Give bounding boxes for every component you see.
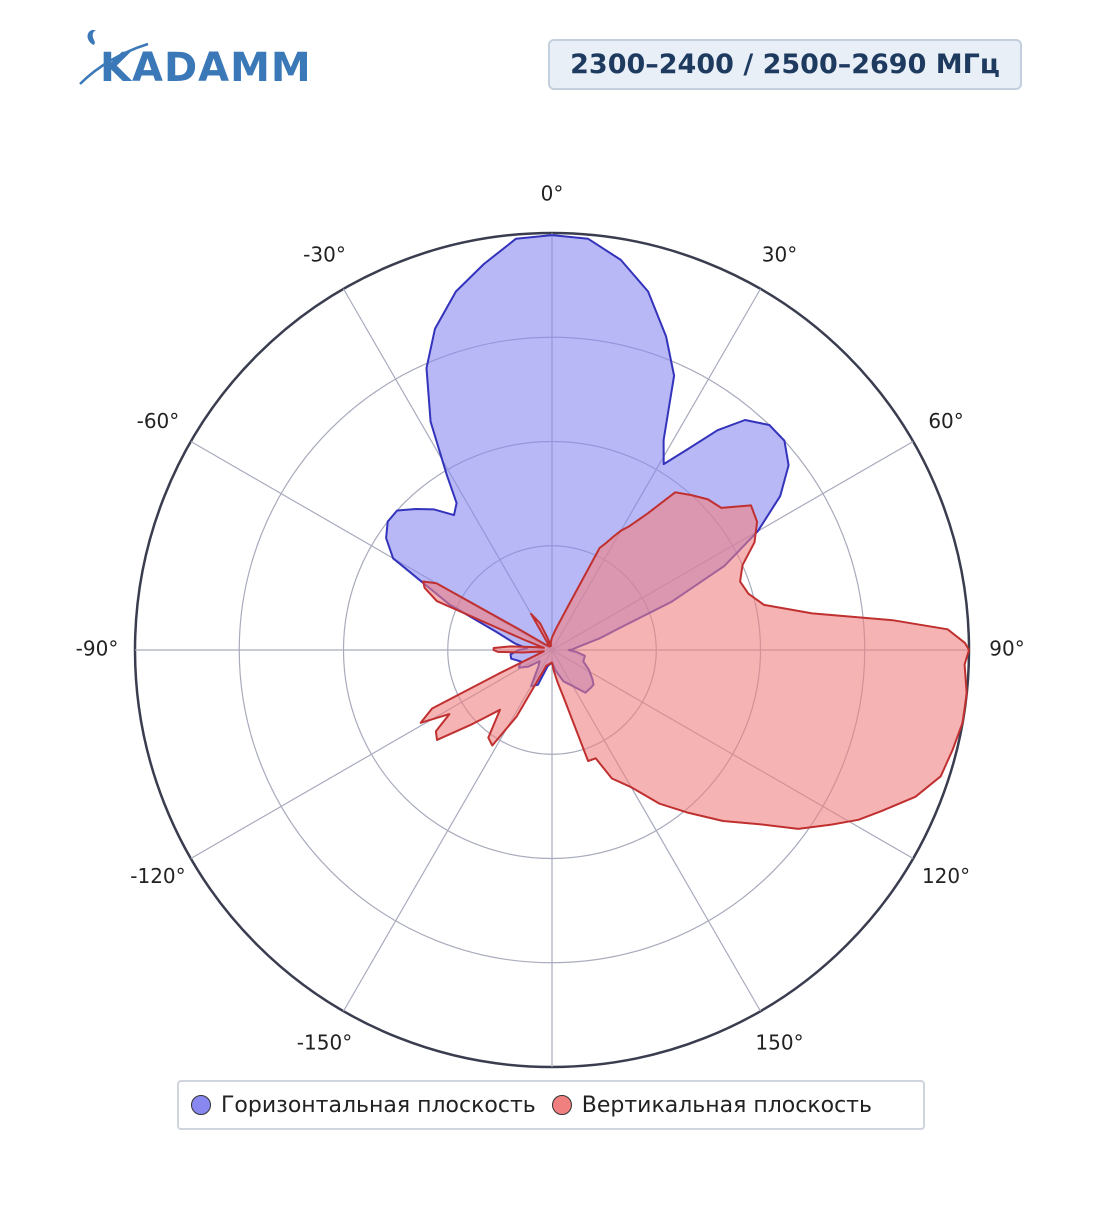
legend-item-horizontal[interactable]: Горизонтальная плоскость <box>191 1093 536 1118</box>
legend-item-vertical[interactable]: Вертикальная плоскость <box>551 1092 872 1118</box>
angular-tick-label: 0° <box>541 182 564 206</box>
legend-label-horizontal: Горизонтальная плоскость <box>221 1092 536 1118</box>
angular-tick-label: -120° <box>130 864 185 888</box>
polar-series <box>385 234 970 830</box>
angular-tick-labels: 0° 30° 60° 90° 120° 150° -30° -60° -90° -120° -150… <box>76 182 1025 1055</box>
series-vertical-plane <box>419 491 970 830</box>
legend-label-vertical: Вертикальная плоскость <box>581 1092 872 1118</box>
angular-tick-label: 90° <box>989 637 1024 661</box>
logo-swoosh-icon <box>79 30 149 85</box>
frequency-badge: 2300–2400 / 2500–2690 МГц <box>548 39 1022 90</box>
chart-legend: Горизонтальная плоскость Вертикальная пл… <box>177 1080 925 1130</box>
angular-tick-label: -30° <box>303 242 346 266</box>
legend-swatch-horizontal <box>191 1095 211 1115</box>
angular-tick-label: 60° <box>928 409 963 433</box>
angular-tick-label: 30° <box>762 242 797 266</box>
angular-tick-label: -150° <box>297 1031 352 1055</box>
angular-tick-label: -90° <box>76 637 119 661</box>
logo-text: KADAMM <box>100 45 312 91</box>
legend-swatch-vertical <box>551 1095 572 1115</box>
angular-tick-label: -60° <box>137 409 180 433</box>
kadamm-logo: KADAMM <box>78 26 311 90</box>
angular-tick-label: 150° <box>755 1031 803 1055</box>
angular-tick-label: 120° <box>922 864 970 888</box>
